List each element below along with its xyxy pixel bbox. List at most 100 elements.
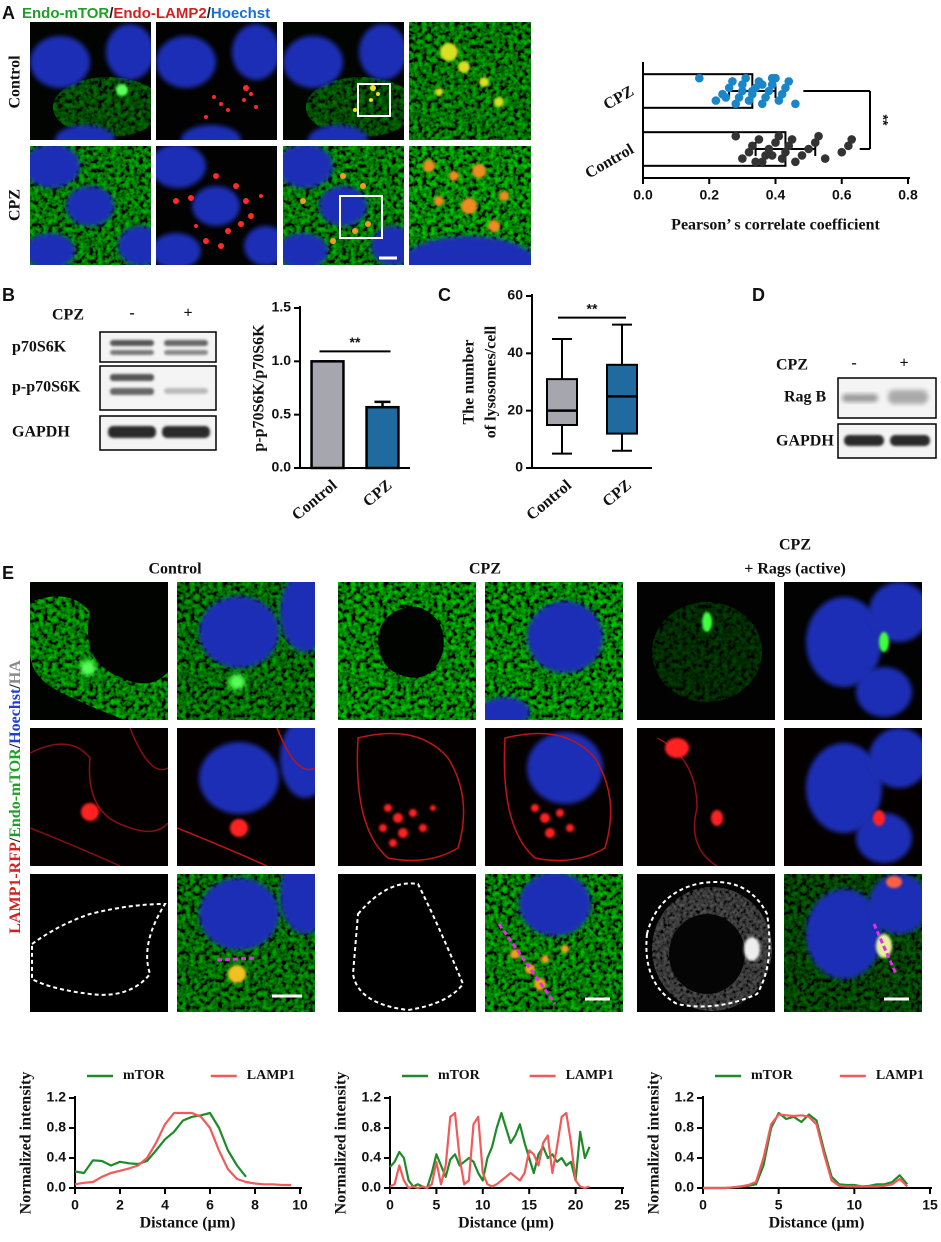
data-point (744, 147, 754, 157)
panel-title: Endo-mTOR/Endo-LAMP2/Hoechst (22, 5, 270, 22)
image-detail (409, 809, 417, 817)
y-tick-label: 0.4 (362, 1149, 382, 1165)
micrograph (409, 22, 531, 140)
data-point (754, 135, 764, 144)
x-tick-label: 2 (116, 1197, 124, 1213)
row-label: CPZ (7, 189, 24, 221)
image-detail (177, 728, 315, 866)
x-tick-label: 0.6 (832, 187, 852, 203)
image-detail (440, 43, 458, 61)
image-detail (156, 233, 201, 265)
data-point (844, 141, 853, 151)
y-tick-label: 0.5 (272, 405, 292, 421)
image-detail (351, 882, 465, 1012)
y-tick-label: 0.8 (675, 1119, 695, 1135)
image-detail (212, 95, 216, 99)
label-part: HA (7, 660, 24, 684)
y-tick-label: CPZ (601, 83, 637, 114)
y-tick-label: 60 (507, 287, 523, 303)
image-detail (352, 228, 358, 234)
panel-label: A (2, 3, 15, 23)
label-part: / (7, 837, 24, 843)
image-detail (371, 226, 404, 265)
image-detail (458, 61, 470, 73)
data-point (767, 151, 777, 160)
data-point (781, 147, 790, 157)
label-part: LAMP1-RFP (7, 842, 24, 934)
blot-band (110, 388, 154, 395)
x-axis-label: Distance (µm) (458, 1215, 554, 1232)
image-detail (80, 660, 96, 676)
series-line (703, 1111, 909, 1190)
title-part: Endo-LAMP2 (113, 5, 206, 22)
image-detail (204, 115, 208, 119)
image-detail (194, 224, 198, 228)
image-detail (199, 596, 279, 668)
y-tick-label: 1.2 (362, 1089, 382, 1105)
x-tick-label: 0.2 (700, 187, 720, 203)
y-tick-label: 1.5 (272, 299, 292, 315)
image-detail (873, 810, 885, 826)
image-detail (365, 221, 371, 227)
panel-label: B (2, 285, 15, 305)
data-point (781, 83, 790, 93)
legend-label: LAMP1 (247, 1068, 295, 1083)
data-point (695, 73, 704, 83)
data-point (784, 141, 794, 151)
x-tick-label: 0 (699, 1197, 707, 1213)
image-detail (434, 196, 444, 206)
micrograph (409, 146, 531, 265)
data-point (777, 154, 787, 163)
image-detail (423, 160, 435, 172)
x-tick-label: 0 (71, 1197, 79, 1213)
image-detail (339, 195, 383, 239)
micrograph (784, 728, 922, 866)
image-detail (497, 923, 557, 1005)
series-line (74, 1111, 291, 1187)
x-tick-label: Control (523, 477, 575, 524)
micrograph (177, 582, 315, 720)
image-detail (118, 226, 151, 265)
image-detail (527, 732, 603, 804)
image-detail (232, 24, 277, 80)
x-tick-label: Control (289, 477, 341, 524)
x-tick-label: 20 (568, 1197, 584, 1213)
image-detail (545, 828, 555, 838)
image-detail (199, 742, 279, 814)
image-detail (30, 596, 168, 720)
treatment-label: CPZ (776, 357, 808, 374)
image-detail (30, 728, 168, 866)
data-point (748, 141, 757, 151)
y-tick-label: 20 (507, 401, 523, 417)
image-detail (393, 813, 403, 823)
micrographs-e (30, 582, 922, 1012)
image-detail (229, 674, 245, 690)
image-detail (199, 878, 279, 950)
panel-label: C (438, 285, 451, 305)
blot-d (837, 377, 937, 459)
y-tick-label: 1.2 (675, 1089, 695, 1105)
image-detail (435, 88, 443, 96)
micrograph (177, 874, 315, 1012)
image-detail (340, 173, 346, 179)
image-detail (156, 36, 216, 88)
image-detail (338, 874, 476, 1012)
significance-label: ** (875, 115, 891, 126)
image-detail (30, 36, 90, 88)
micrograph (338, 874, 476, 1012)
micrograph (784, 874, 922, 1012)
data-point (767, 80, 777, 89)
image-detail (30, 874, 168, 1012)
image-detail (423, 160, 509, 232)
image-detail (499, 191, 509, 201)
image-detail (319, 186, 367, 226)
blot-band (162, 426, 210, 438)
image-detail (369, 98, 373, 102)
x-tick-label: 10 (847, 1197, 863, 1213)
y-axis-label: The number (461, 340, 478, 425)
panel-label: E (2, 563, 14, 583)
image-detail (213, 173, 219, 179)
image-detail (488, 220, 500, 232)
